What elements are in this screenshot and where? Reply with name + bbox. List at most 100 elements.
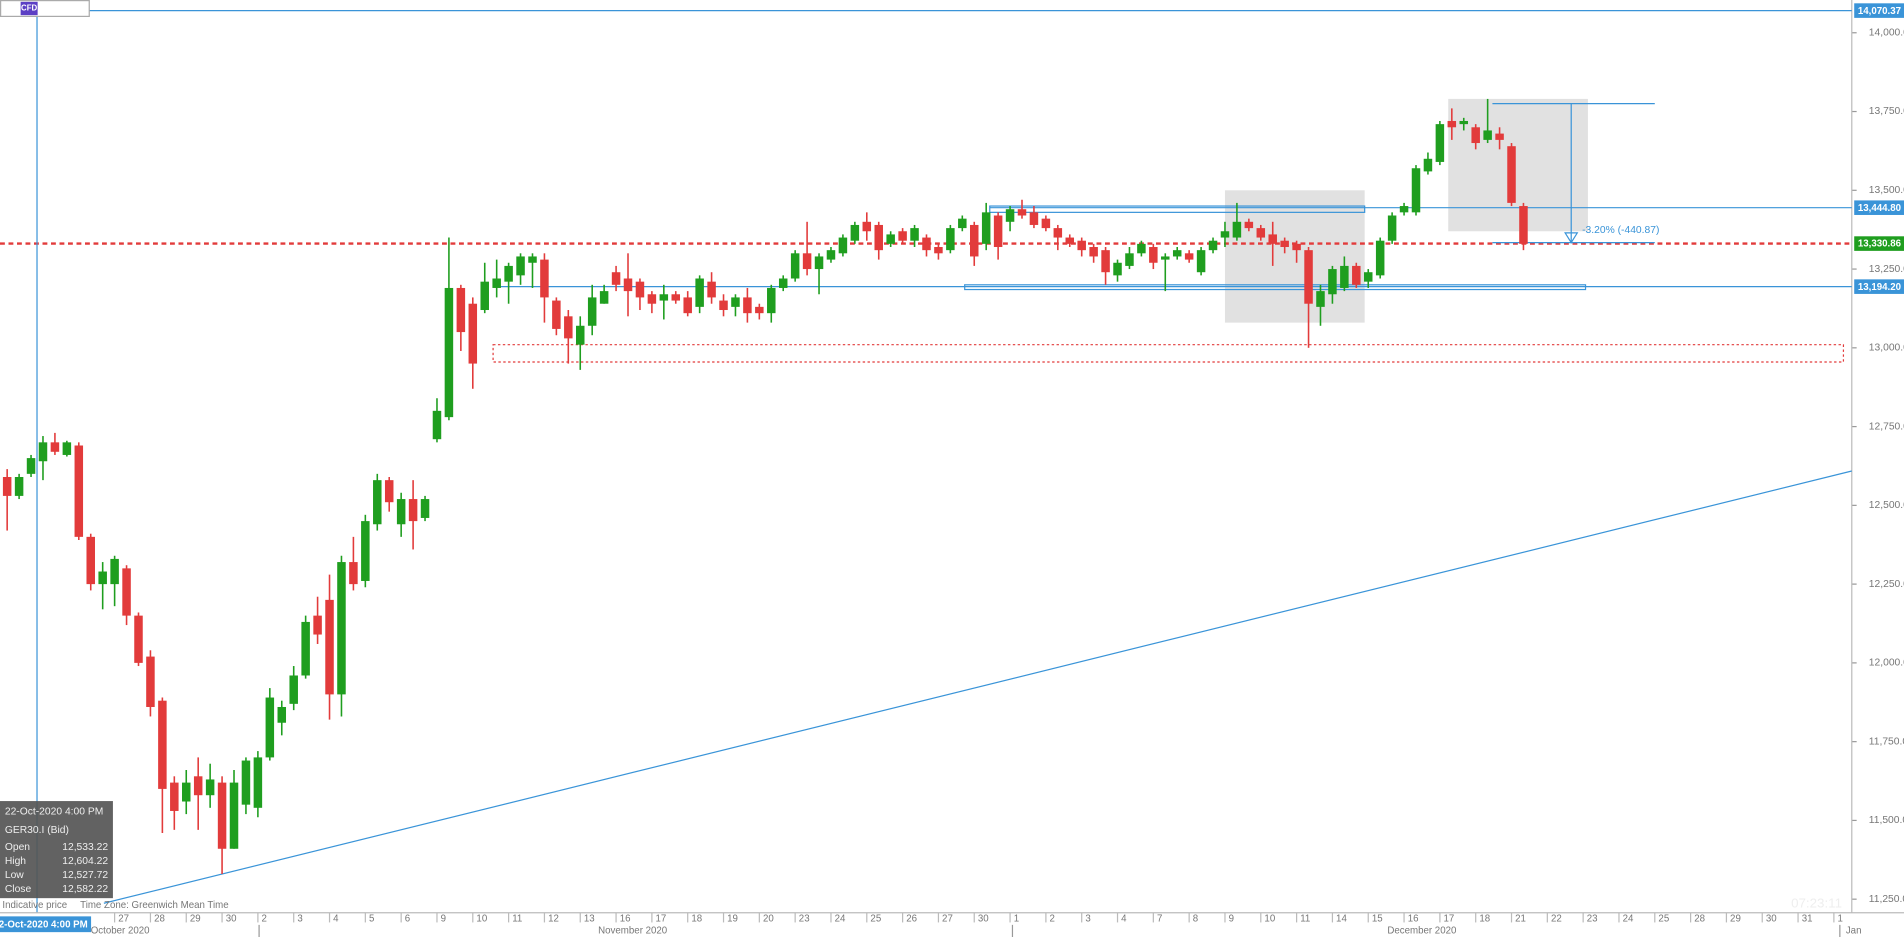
month-label: November 2020 [598,925,668,936]
candle-body [420,499,430,518]
candle-body [170,782,179,811]
candle-body [838,237,848,254]
candle-body [1399,206,1409,213]
candle-body [1041,218,1051,229]
info-key: High [5,856,26,867]
candle-body [301,621,310,676]
candle-body [313,615,322,635]
x-tick-label: 14 [1336,913,1347,924]
candle-body [1495,133,1504,140]
x-tick-label: 28 [1694,913,1705,924]
measure-label: -3.20% (-440.87) [1582,225,1659,236]
candle-body [504,265,513,282]
candle-body [1113,262,1122,276]
candle-body [74,445,84,537]
candle-body [146,656,155,707]
candle-body [265,697,275,758]
candle-body [229,782,239,849]
info-instrument: GER30.I (Bid) [5,825,69,836]
x-tick-label: 25 [870,913,881,924]
candle-body [1220,231,1230,238]
candle-body [1375,240,1385,276]
x-tick-label: 12 [548,913,559,924]
watermark: 07:23:11 [1791,896,1842,911]
candle-body [1101,250,1110,273]
candle-body [707,281,716,298]
candle-body [1363,272,1373,282]
candle-body [1411,168,1421,213]
candle-body [480,281,489,311]
x-tick-label: 23 [799,913,810,924]
x-tick-label: 16 [620,913,631,924]
y-tick-label: 12,250.00 [1869,579,1904,590]
x-tick-label: 31 [1802,913,1813,924]
candle-body [516,256,525,276]
measure-arrowhead [1564,232,1579,244]
candle-body [946,228,955,251]
candle-body [743,297,752,314]
price-badge-label: 13,330.86 [1858,239,1902,250]
candle-body [599,291,609,304]
x-tick-label: 13 [584,913,595,924]
candle-body [122,568,131,616]
x-tick-label: 24 [835,913,846,924]
candle-body [110,558,119,585]
candle-body [1089,247,1098,257]
x-tick-label: 29 [1730,913,1741,924]
candle-body [1435,124,1445,162]
price-badge [1854,236,1904,251]
candle-body [182,782,191,802]
candle-body [241,760,251,805]
month-label: December 2020 [1387,925,1457,936]
candle-body [373,480,382,525]
x-tick-label: 5 [369,913,374,924]
footer-timezone: Time Zone: Greenwich Mean Time [80,900,229,911]
candle-body [193,776,203,796]
info-value: 12,527.72 [62,870,108,881]
candle-body [384,480,394,503]
candle-body [1316,291,1325,307]
candle-body [671,294,681,301]
candle-body [647,294,657,304]
candle-body [886,234,895,244]
candle-body [1065,237,1075,244]
candle-body [1280,240,1289,248]
candle-body [1471,127,1480,144]
candle-body [456,287,466,333]
price-badge-label: 13,194.20 [1858,282,1901,293]
x-tick-label: 10 [476,913,487,924]
candle-body [205,779,215,796]
candle-body [1447,120,1457,128]
candle-body [958,218,967,229]
candle-body [993,215,1003,248]
x-tick-label: 3 [297,913,302,924]
candle-body [1304,250,1313,304]
candle-body [695,278,704,307]
candle-body [1232,221,1242,238]
candle-body [349,562,358,585]
candle-body [790,253,800,279]
candle-body [1268,234,1277,244]
info-key: Open [5,842,30,853]
candle-body [1340,265,1349,288]
badge-frame [0,0,90,17]
candle-body [576,325,585,345]
badge-icon [20,1,38,16]
candle-body [814,256,824,270]
candle-body [862,221,872,232]
candle-body [98,571,107,585]
candle-body [1172,250,1182,257]
candle-body [1208,240,1218,251]
zone [492,344,1845,363]
x-tick-label: 25 [1658,913,1669,924]
candle-body [50,442,60,452]
crosshair-badge [0,916,92,933]
candle-body [587,297,597,326]
info-value: 12,533.22 [62,842,108,853]
x-tick-label: 1 [1838,913,1843,924]
candle-body [1184,253,1194,260]
x-tick-label: 7 [1157,913,1162,924]
y-tick-label: 11,250.00 [1869,894,1904,905]
